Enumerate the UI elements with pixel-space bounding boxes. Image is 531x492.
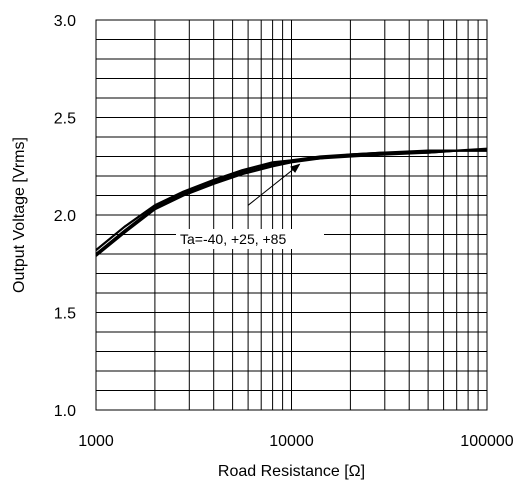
plot-frame xyxy=(95,19,488,411)
annotation-text: Ta=-40, +25, +85 xyxy=(180,231,286,247)
x-tick-label: 100000 xyxy=(460,433,513,450)
y-tick-label: 1.0 xyxy=(54,403,76,420)
series-layer xyxy=(95,147,488,257)
x-tick-label: 10000 xyxy=(269,433,314,450)
y-axis-title: Output Voltage [Vrms] xyxy=(11,137,28,293)
grid xyxy=(95,20,488,410)
x-axis-title: Road Resistance [Ω] xyxy=(218,463,365,480)
x-tick-label: 1000 xyxy=(78,433,114,450)
annotation: Ta=-40, +25, +85 xyxy=(176,163,324,249)
y-tick-label: 2.5 xyxy=(54,111,76,128)
y-tick-label: 2.0 xyxy=(54,208,76,225)
annotation-background xyxy=(176,229,324,249)
y-tick-label: 3.0 xyxy=(54,13,76,30)
tick-labels: 1.0 1.5 2.0 2.5 3.0 1000 10000 100000 xyxy=(54,13,514,450)
series-line-3 xyxy=(95,149,487,257)
annotation-arrow xyxy=(247,163,301,206)
y-tick-label: 1.5 xyxy=(54,306,76,323)
